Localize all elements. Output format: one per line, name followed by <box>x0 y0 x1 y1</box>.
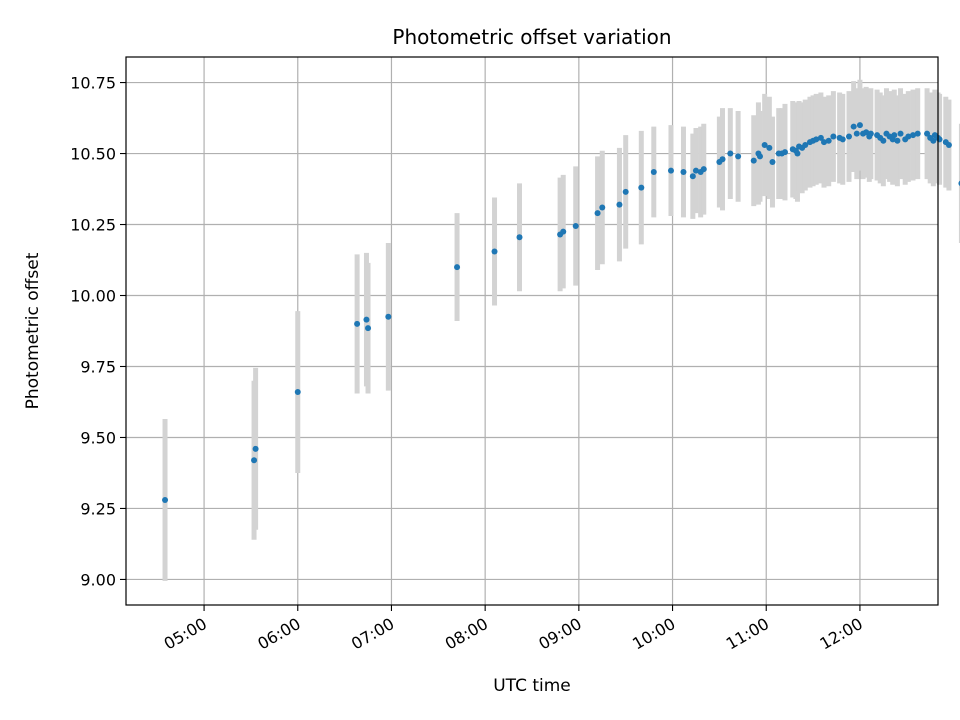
data-point <box>761 142 768 149</box>
data-point <box>622 188 629 195</box>
data-point <box>599 204 606 211</box>
data-point <box>910 132 917 139</box>
data-point <box>689 173 696 180</box>
data-point <box>756 153 763 160</box>
y-tick-label: 9.50 <box>80 428 116 447</box>
data-point <box>856 122 863 129</box>
data-point <box>914 130 921 137</box>
data-point <box>945 142 952 149</box>
data-point <box>853 130 860 137</box>
x-axis-label: UTC time <box>493 676 571 696</box>
y-axis-label: Photometric offset <box>23 252 43 409</box>
data-point <box>560 228 567 235</box>
data-point <box>897 130 904 137</box>
data-point <box>781 149 788 156</box>
data-point <box>252 445 259 452</box>
data-point <box>794 150 801 157</box>
data-point <box>616 201 623 208</box>
data-point <box>692 167 699 174</box>
data-point <box>924 130 931 137</box>
data-point <box>680 168 687 175</box>
data-point <box>930 137 937 144</box>
data-point <box>769 159 776 166</box>
data-point <box>880 137 887 144</box>
data-point <box>867 130 874 137</box>
y-tick-label: 10.00 <box>70 287 116 306</box>
y-tick-label: 10.25 <box>70 216 116 235</box>
y-tick-label: 9.00 <box>80 570 116 589</box>
data-point <box>830 133 837 140</box>
data-point <box>363 316 370 323</box>
data-point <box>825 137 832 144</box>
data-point <box>719 156 726 163</box>
data-point <box>650 168 657 175</box>
y-axis: 9.00 9.25 9.50 9.75 10.00 10.25 10.50 10.75 <box>70 74 126 589</box>
data-points <box>162 122 960 503</box>
data-point <box>516 234 523 241</box>
data-point <box>802 142 809 149</box>
data-point <box>845 133 852 140</box>
data-point <box>863 129 870 136</box>
data-point <box>839 136 846 143</box>
data-point <box>491 248 498 255</box>
data-point <box>700 166 707 173</box>
data-point <box>294 389 301 396</box>
data-point <box>813 136 820 143</box>
y-tick-label: 9.25 <box>80 499 116 518</box>
data-point <box>894 137 901 144</box>
data-point <box>891 132 898 139</box>
y-tick-label: 10.75 <box>70 74 116 93</box>
data-point <box>750 157 757 164</box>
data-point <box>572 222 579 229</box>
data-point <box>454 264 461 271</box>
data-point <box>385 313 392 320</box>
data-point <box>638 184 645 191</box>
data-point <box>766 144 773 151</box>
data-point <box>727 150 734 157</box>
chart-title: Photometric offset variation <box>392 25 671 49</box>
data-point <box>817 134 824 141</box>
data-point <box>594 210 601 217</box>
data-point <box>354 320 361 327</box>
data-point <box>850 123 857 130</box>
y-tick-label: 9.75 <box>80 357 116 376</box>
data-point <box>251 457 258 464</box>
data-point <box>162 496 169 503</box>
plot-frame <box>125 56 939 606</box>
data-point <box>735 153 742 160</box>
data-point <box>365 325 372 332</box>
data-point <box>821 139 828 146</box>
y-tick-label: 10.50 <box>70 145 116 164</box>
data-point <box>905 133 912 140</box>
data-point <box>667 167 674 174</box>
